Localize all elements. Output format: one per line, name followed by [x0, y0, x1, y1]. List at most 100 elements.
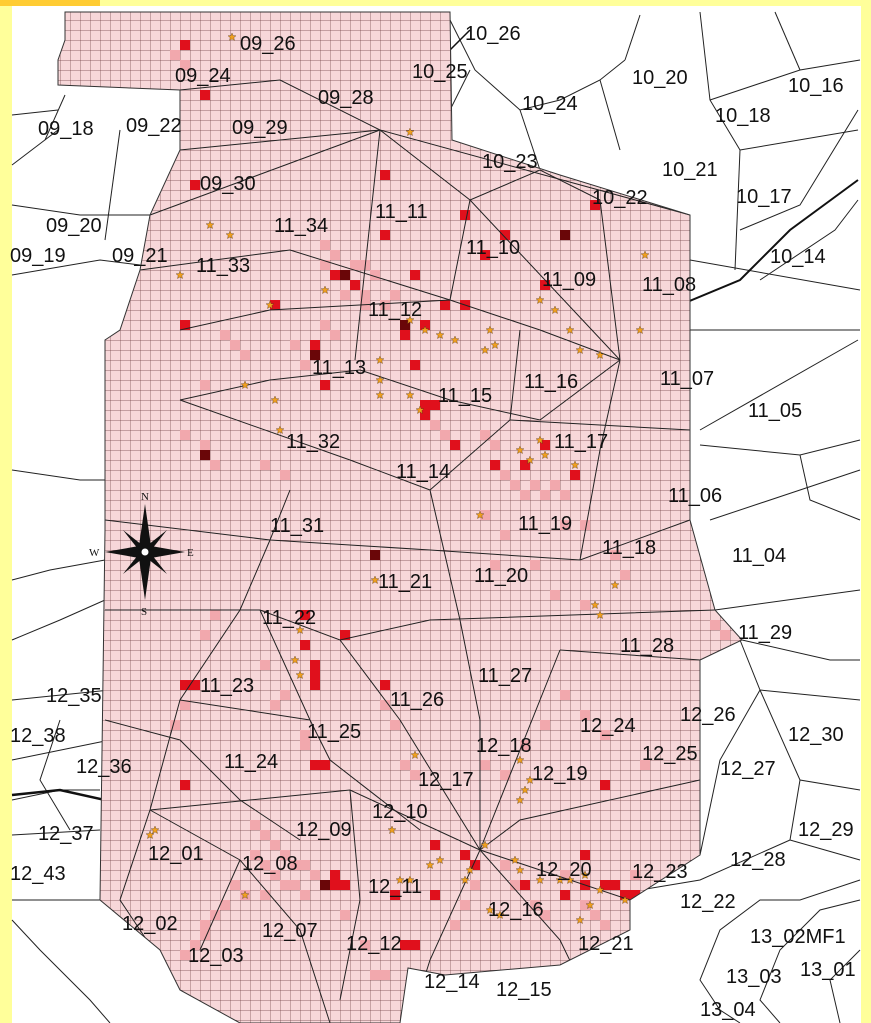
- density-cell: [610, 880, 620, 890]
- zone-label: 13_04: [700, 999, 756, 1021]
- zone-label: 10_23: [482, 151, 538, 173]
- density-cell: [280, 880, 290, 890]
- zone-label: 12_21: [578, 933, 634, 955]
- density-cell: [500, 230, 510, 240]
- density-cell: [430, 400, 440, 410]
- density-cell: [210, 610, 220, 620]
- zone-label: 11_31: [270, 515, 324, 537]
- density-cell: [170, 720, 180, 730]
- density-cell: [340, 630, 350, 640]
- density-cell: [580, 900, 590, 910]
- density-cell: [520, 740, 530, 750]
- density-cell: [500, 770, 510, 780]
- zone-label: 09_30: [200, 173, 256, 195]
- density-cell: [290, 340, 300, 350]
- density-cell: [380, 970, 390, 980]
- density-cell: [600, 920, 610, 930]
- density-cell: [420, 410, 430, 420]
- density-cell: [190, 940, 200, 950]
- density-cell: [580, 520, 590, 530]
- density-cell: [320, 760, 330, 770]
- density-cell: [250, 850, 260, 860]
- zone-label: 12_02: [122, 913, 178, 935]
- density-cell: [310, 660, 320, 670]
- sample-point-star-icon: [90, 355, 100, 364]
- density-cell: [510, 480, 520, 490]
- density-cell: [450, 440, 460, 450]
- density-cell: [180, 700, 190, 710]
- density-cell: [560, 520, 570, 530]
- sample-point-star-icon: [685, 955, 695, 964]
- density-cell: [570, 470, 580, 480]
- zone-label: 10_25: [412, 61, 468, 83]
- density-cell: [240, 350, 250, 360]
- zone-label: 11_09: [542, 269, 596, 291]
- density-cell: [390, 290, 400, 300]
- zone-label: 12_08: [242, 853, 298, 875]
- zone-label: 11_04: [732, 545, 786, 567]
- density-cell: [370, 270, 380, 280]
- density-cell: [340, 290, 350, 300]
- density-cell: [460, 850, 470, 860]
- density-cell: [420, 320, 430, 330]
- density-cell: [230, 880, 240, 890]
- zone-label: 10_18: [715, 105, 771, 127]
- density-cell: [540, 490, 550, 500]
- density-cell: [320, 380, 330, 390]
- zone-label: 11_24: [224, 751, 278, 773]
- zone-label: 11_33: [196, 255, 250, 277]
- density-cell: [290, 880, 300, 890]
- density-cell: [430, 420, 440, 430]
- density-cell: [330, 250, 340, 260]
- density-cell: [180, 430, 190, 440]
- density-cell: [300, 740, 310, 750]
- density-cell: [180, 60, 190, 70]
- density-cell: [490, 460, 500, 470]
- density-cell: [190, 680, 200, 690]
- zone-label: 11_18: [602, 537, 656, 559]
- zone-label: 12_10: [372, 801, 428, 823]
- density-cell: [630, 890, 640, 900]
- density-cell: [590, 910, 600, 920]
- density-cell: [400, 320, 410, 330]
- compass-north: N: [141, 491, 149, 503]
- density-cell: [550, 590, 560, 600]
- density-cell: [270, 870, 280, 880]
- zone-label: 12_28: [730, 849, 786, 871]
- density-cell: [720, 630, 730, 640]
- zone-boundaries: [11, 11, 861, 1023]
- zone-label: 13_03: [726, 966, 782, 988]
- density-cell: [460, 210, 470, 220]
- zone-label: 09_20: [46, 215, 102, 237]
- density-cell: [310, 760, 320, 770]
- zone-label: 09_19: [10, 245, 66, 267]
- zone-label: 12_22: [680, 891, 736, 913]
- density-cell: [340, 880, 350, 890]
- zone-label: 11_23: [200, 675, 254, 697]
- density-cell: [310, 680, 320, 690]
- zone-label: 09_28: [318, 87, 374, 109]
- density-cell: [260, 660, 270, 670]
- zone-label: 12_43: [10, 863, 66, 885]
- corner-tab: [0, 0, 100, 6]
- zone-label: 13_02MF1: [750, 926, 846, 948]
- zone-label: 11_11: [375, 201, 428, 223]
- density-cell: [330, 870, 340, 880]
- density-cell: [290, 860, 300, 870]
- zone-label: 09_22: [126, 115, 182, 137]
- zone-label: 12_09: [296, 819, 352, 841]
- density-cell: [200, 90, 210, 100]
- density-cell: [540, 440, 550, 450]
- density-cell: [520, 880, 530, 890]
- density-cell: [620, 890, 630, 900]
- density-cell: [640, 760, 650, 770]
- zone-label: 12_24: [580, 715, 636, 737]
- zone-label: 12_20: [536, 859, 592, 881]
- zone-label: 11_26: [390, 689, 444, 711]
- density-cell: [300, 860, 310, 870]
- density-cell: [210, 460, 220, 470]
- zone-label: 11_05: [748, 400, 802, 422]
- density-cell: [540, 720, 550, 730]
- zone-labels: 09_26 09_24 09_28 09_18 09_22 09_29 09_30 09_20…: [10, 23, 856, 1021]
